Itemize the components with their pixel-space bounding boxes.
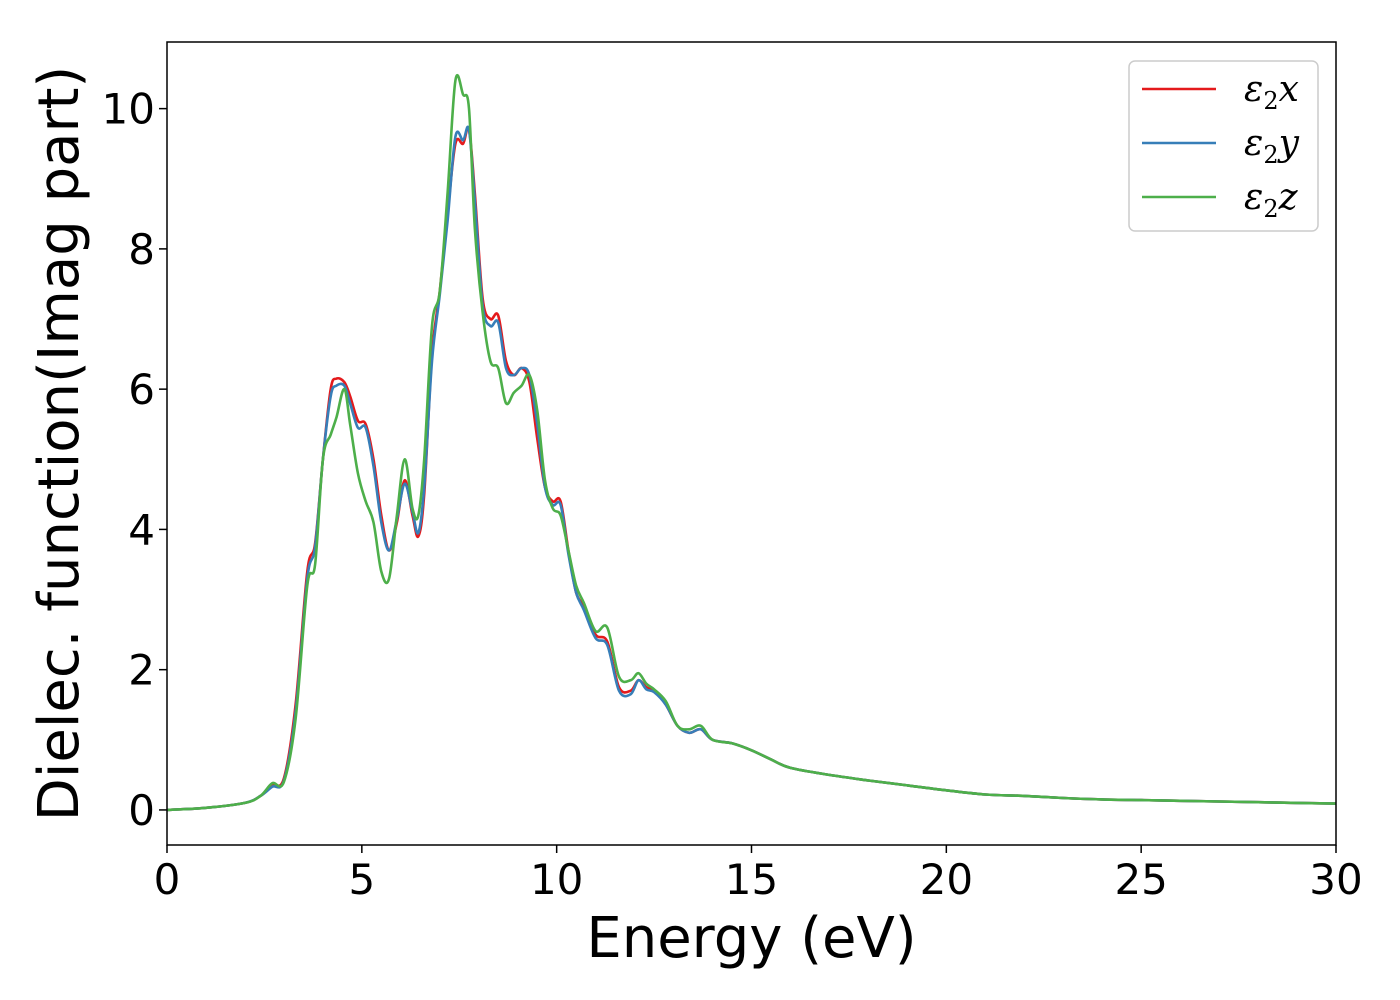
series-line-z	[167, 73, 1336, 812]
y-axis-title: Dielec. function(Imag part)	[27, 66, 92, 822]
x-axis-title: Energy (eV)	[586, 906, 916, 971]
legend: ε2x ε2y ε2z	[1128, 60, 1319, 232]
series-layer	[167, 73, 1336, 812]
x-tick-label: 25	[1114, 855, 1167, 904]
y-tick-label: 0	[128, 786, 155, 835]
y-axis: 0 2 4 6 8 10	[102, 85, 167, 835]
x-tick-label: 30	[1309, 855, 1362, 904]
y-tick-label: 6	[128, 365, 155, 414]
legend-label-y: ε2y	[1244, 123, 1300, 169]
x-tick-label: 15	[725, 855, 778, 904]
legend-label-x: ε2x	[1244, 69, 1299, 115]
y-tick-label: 8	[128, 225, 155, 274]
x-tick-label: 10	[530, 855, 583, 904]
x-tick-label: 20	[920, 855, 973, 904]
y-tick-label: 4	[128, 505, 155, 554]
y-tick-label: 10	[102, 85, 155, 134]
legend-label-z: ε2z	[1244, 177, 1299, 223]
x-tick-label: 0	[154, 855, 181, 904]
legend-box	[1128, 60, 1319, 232]
x-tick-label: 5	[348, 855, 375, 904]
x-axis: 0 5 10 15 20 25 30	[154, 845, 1363, 904]
y-tick-label: 2	[128, 646, 155, 695]
